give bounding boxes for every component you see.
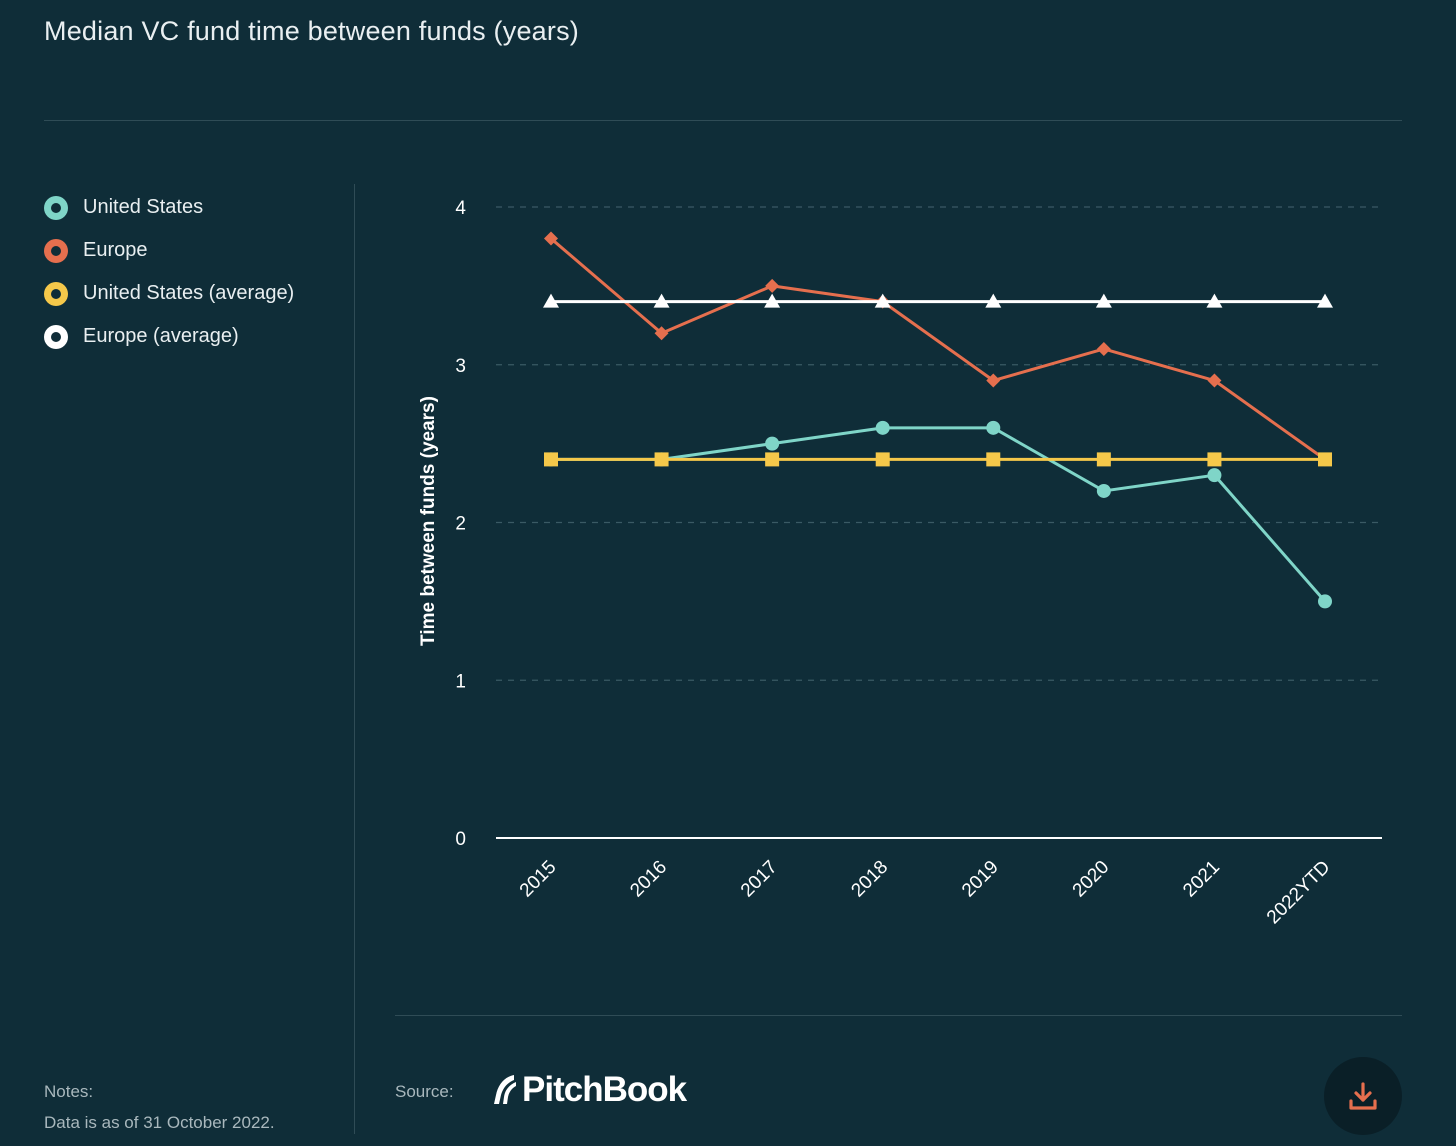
data-point (1318, 452, 1332, 467)
series-lines (543, 231, 1333, 609)
series-line (551, 426, 1327, 603)
x-tick-label: 2017 (737, 857, 782, 902)
grid-lines (496, 206, 1382, 681)
data-point (874, 293, 891, 308)
data-point (1207, 373, 1222, 388)
axes: 0 1 2 3 4 2015 2016 2017 2018 2019 2020 2021 2022YTD (455, 198, 1382, 928)
source-label: Source: (395, 1082, 454, 1101)
legend-marker-united-states-average (44, 281, 68, 306)
x-tick-label: 2022YTD (1263, 857, 1335, 929)
data-point (1207, 452, 1222, 467)
data-point (765, 278, 780, 293)
download-icon (1349, 1082, 1377, 1110)
notes: Notes: Data is as of 31 October 2022. (44, 1076, 275, 1138)
legend-label: Europe (83, 239, 148, 261)
y-tick-label: 1 (455, 671, 466, 692)
legend-item-europe[interactable]: Europe (44, 229, 294, 272)
x-tick-label: 2016 (626, 857, 671, 902)
data-point (1207, 468, 1222, 483)
header-divider (44, 120, 1402, 121)
data-point (765, 436, 780, 451)
data-point (986, 452, 1001, 467)
pitchbook-leaf-icon (494, 1075, 516, 1104)
notes-text: Data is as of 31 October 2022. (44, 1113, 275, 1132)
data-point (543, 293, 559, 308)
data-point (544, 452, 558, 467)
legend-label: United States (83, 196, 204, 218)
legend-marker-united-states (44, 195, 68, 220)
data-point (875, 452, 890, 467)
y-tick-label: 3 (455, 356, 466, 377)
data-point (1096, 341, 1111, 356)
data-point (1096, 483, 1111, 498)
x-tick-label: 2019 (958, 857, 1003, 902)
x-tick-label: 2015 (516, 857, 561, 902)
data-point (1318, 594, 1332, 609)
legend-label: United States (average) (83, 282, 295, 304)
legend-label: Europe (average) (83, 325, 239, 347)
legend-marker-europe (44, 238, 68, 263)
pitchbook-logo[interactable]: PitchBook (492, 1070, 687, 1110)
legend-item-united-states[interactable]: United States (44, 186, 294, 229)
data-point (985, 293, 1002, 308)
legend-item-europe-average[interactable]: Europe (average) (44, 315, 294, 358)
notes-label: Notes: (44, 1082, 94, 1101)
data-point (544, 231, 558, 246)
data-point (986, 420, 1001, 435)
data-point (1317, 293, 1333, 308)
footer-divider (395, 1015, 1402, 1016)
y-tick-label: 4 (455, 198, 466, 219)
data-point (654, 326, 669, 341)
legend-divider (354, 184, 355, 1134)
data-point (1095, 293, 1112, 308)
chart-title: Median VC fund time between funds (years… (44, 16, 579, 46)
y-tick-label: 2 (455, 514, 466, 535)
legend-marker-europe-average (44, 324, 68, 349)
download-button[interactable] (1324, 1057, 1402, 1135)
brand-name: PitchBook (522, 1070, 687, 1109)
y-tick-label: 0 (455, 829, 466, 850)
data-point (875, 420, 890, 435)
legend-item-united-states-average[interactable]: United States (average) (44, 272, 294, 315)
x-tick-label: 2021 (1179, 857, 1224, 902)
data-point (1206, 293, 1223, 308)
data-point (986, 373, 1001, 388)
x-tick-label: 2018 (848, 857, 893, 902)
y-axis-title: Time between funds (years) (418, 396, 439, 646)
data-point (765, 452, 780, 467)
x-tick-label: 2020 (1069, 857, 1114, 902)
legend: United States Europe United States (aver… (44, 186, 294, 358)
data-point (653, 293, 670, 308)
data-point (1096, 452, 1111, 467)
data-point (764, 293, 781, 308)
data-point (654, 452, 669, 467)
series-line (550, 237, 1326, 461)
